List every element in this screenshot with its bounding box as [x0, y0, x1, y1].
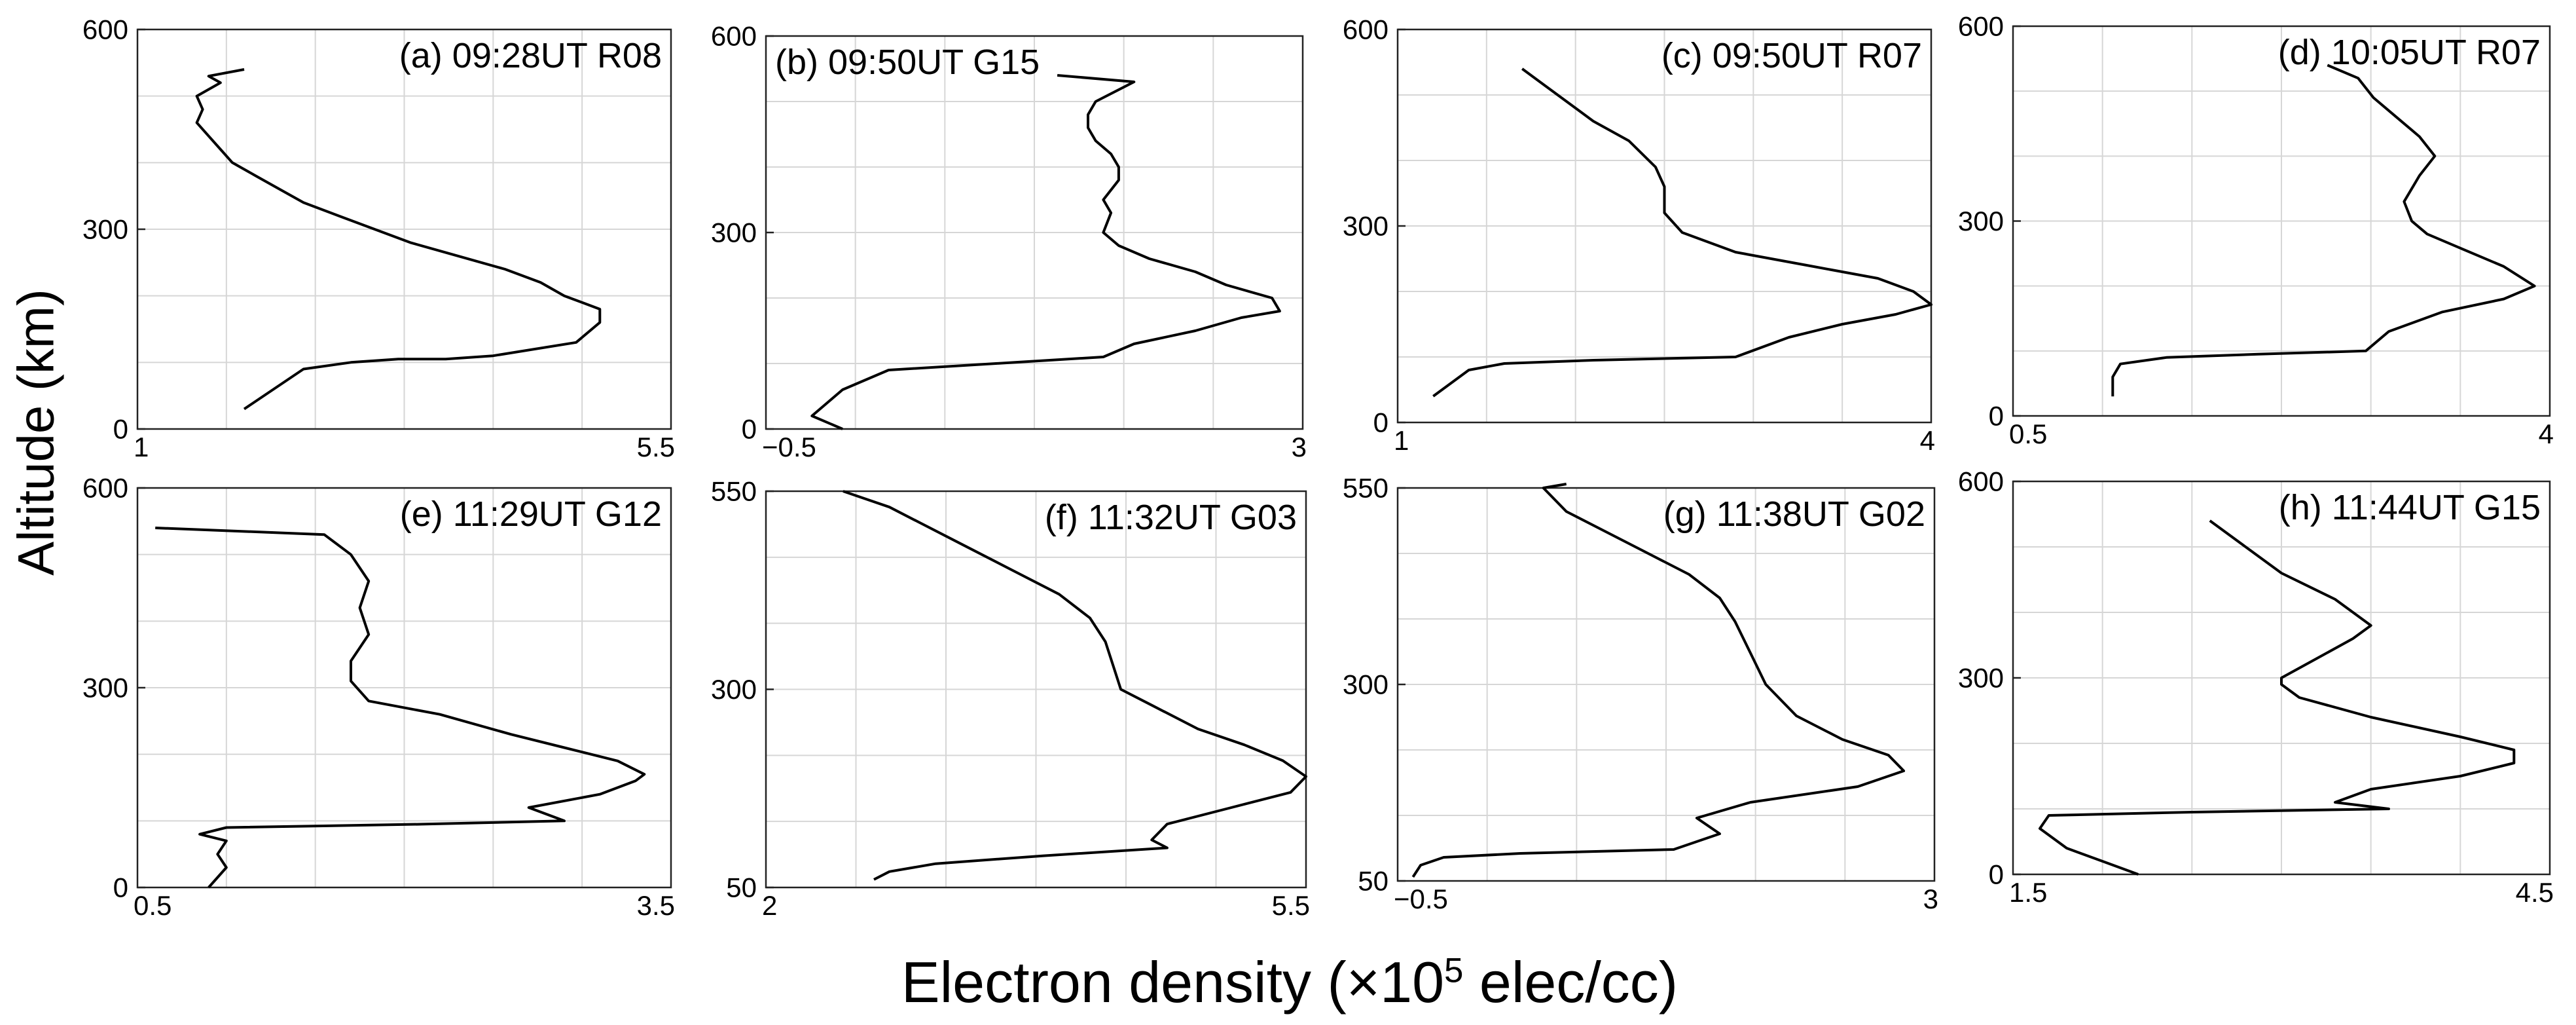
- panel-title: (h) 11:44UT G15: [2279, 488, 2541, 527]
- x-tick-label: 3.5: [637, 890, 675, 921]
- y-tick-label: 600: [1958, 466, 2004, 497]
- profile-line: [195, 68, 602, 411]
- y-tick-label: 600: [82, 473, 128, 504]
- panel-title: (c) 09:50UT R07: [1661, 36, 1922, 75]
- profile-line: [155, 527, 646, 889]
- panel-title: (e) 11:29UT G12: [400, 494, 662, 534]
- panel-title: (a) 09:28UT R08: [399, 36, 662, 75]
- y-tick-label: 0: [742, 414, 757, 445]
- y-tick-label: 300: [82, 673, 128, 703]
- y-tick-label: 0: [1989, 859, 2004, 890]
- y-tick-label: 0: [113, 414, 128, 445]
- y-tick-label: 600: [1343, 14, 1388, 45]
- x-tick-label: 0.5: [2009, 419, 2047, 449]
- y-tick-label: 300: [1958, 206, 2004, 236]
- chart-panel-3: 0 300 600 1 4 (c) 09:50UT R07: [1343, 14, 1935, 457]
- y-tick-label: 0: [113, 872, 128, 903]
- chart-panel-5: 0 300 600 0.5 3.5 (e) 11:29UT G12: [82, 473, 675, 922]
- x-tick-label: −0.5: [762, 432, 816, 462]
- chart-panel-2: 0 300 600 −0.5 3 (b) 09:50UT G15: [711, 21, 1307, 463]
- y-tick-label: 300: [1958, 663, 2004, 694]
- chart-panel-1: 0 300 600 1 5.5 (a) 09:28UT R08: [82, 14, 675, 463]
- chart-panel-8: 0 300 600 1.5 4.5 (h) 11:44UT G15: [1958, 466, 2554, 908]
- chart-panel-7: 50 300 550 −0.5 3 (g) 11:38UT G02: [1343, 473, 1938, 915]
- panel-title: (d) 10:05UT R07: [2278, 33, 2541, 72]
- x-tick-label: 3: [1292, 432, 1307, 462]
- y-tick-label: 600: [711, 21, 757, 52]
- profile-line: [843, 490, 1307, 881]
- chart-panel-6: 50 300 550 2 5.5 (f) 11:32UT G03: [711, 476, 1310, 922]
- y-tick-label: 0: [1373, 407, 1388, 438]
- profile-line: [810, 74, 1281, 430]
- panel-title: (b) 09:50UT G15: [775, 43, 1040, 82]
- y-tick-label: 50: [1358, 866, 1388, 897]
- y-tick-label: 300: [82, 214, 128, 245]
- x-tick-label: 1: [134, 432, 149, 462]
- x-tick-label: −0.5: [1394, 884, 1448, 914]
- y-tick-label: 300: [711, 217, 757, 248]
- x-axis-label-main: Electron density (×10: [901, 950, 1445, 1015]
- profile-line: [2039, 519, 2516, 876]
- y-tick-label: 550: [1343, 473, 1388, 504]
- x-axis-label-units: elec/cc): [1463, 950, 1678, 1015]
- x-tick-label: 0.5: [134, 890, 172, 921]
- y-axis-label: Altitude (km): [7, 289, 65, 576]
- x-tick-label: 1.5: [2009, 877, 2047, 908]
- y-tick-label: 300: [1343, 211, 1388, 242]
- y-tick-label: 0: [1989, 401, 2004, 432]
- y-tick-label: 600: [1958, 11, 2004, 42]
- panel-title: (f) 11:32UT G03: [1045, 498, 1297, 537]
- profile-line: [1432, 67, 1932, 398]
- panel-title: (g) 11:38UT G02: [1663, 494, 1925, 534]
- y-tick-label: 550: [711, 476, 757, 507]
- x-tick-label: 5.5: [637, 432, 675, 462]
- x-tick-label: 4: [1920, 425, 1935, 456]
- x-tick-label: 2: [762, 890, 777, 921]
- x-tick-label: 4: [2539, 419, 2554, 449]
- x-axis-label-exponent: 5: [1444, 951, 1464, 990]
- x-tick-label: 5.5: [1272, 890, 1310, 921]
- x-axis-label: Electron density (×105 elec/cc): [901, 949, 1678, 1016]
- y-tick-label: 600: [82, 14, 128, 45]
- profile-line: [1411, 483, 1906, 878]
- y-tick-label: 300: [711, 674, 757, 705]
- x-tick-label: 1: [1394, 425, 1409, 456]
- x-tick-label: 4.5: [2516, 877, 2554, 908]
- y-tick-label: 50: [726, 872, 757, 903]
- profile-line: [2111, 64, 2536, 397]
- x-tick-label: 3: [1923, 884, 1938, 914]
- chart-panel-4: 0 300 600 0.5 4 (d) 10:05UT R07: [1958, 11, 2554, 450]
- y-tick-label: 300: [1343, 669, 1388, 700]
